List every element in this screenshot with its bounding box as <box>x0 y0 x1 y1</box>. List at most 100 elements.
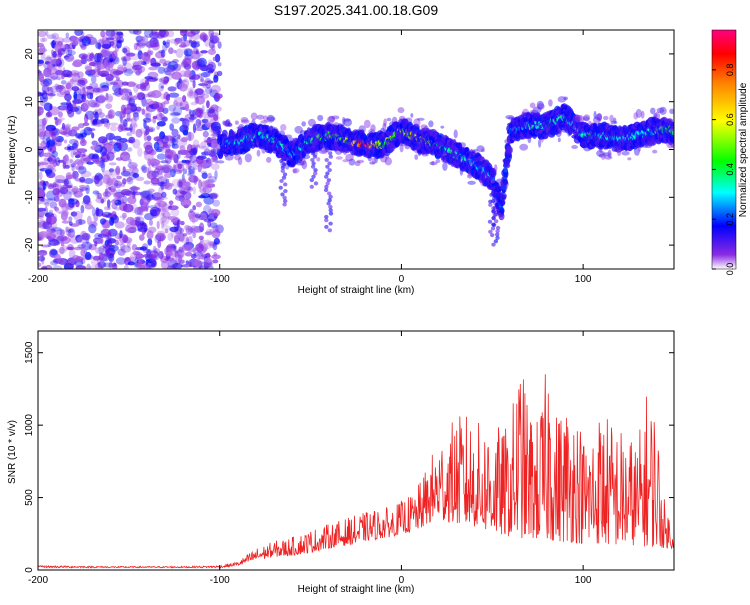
noise-blob <box>58 185 68 194</box>
noise-blob <box>185 50 188 56</box>
ridge-halo <box>641 111 645 119</box>
ridge-halo <box>608 150 612 159</box>
noise-blob <box>135 177 144 181</box>
noise-blob <box>72 61 82 67</box>
spectrogram-ytick-label: 20 <box>24 48 35 60</box>
noise-blob <box>199 156 203 162</box>
noise-blob <box>183 168 188 174</box>
ridge-halo <box>398 107 405 113</box>
noise-blob <box>212 259 218 263</box>
noise-blob <box>161 192 166 198</box>
noise-blob <box>109 162 117 165</box>
ridge-halo <box>280 124 286 131</box>
noise-blob <box>55 210 63 213</box>
noise-blob <box>80 139 87 146</box>
ridge-streak <box>496 196 500 200</box>
colorbar-tick-label: 0.4 <box>725 163 735 176</box>
ridge-halo <box>563 97 568 101</box>
ridge-halo <box>417 118 425 121</box>
noise-blob <box>169 258 177 264</box>
noise-blob <box>82 200 92 206</box>
ridge-streak <box>491 216 495 220</box>
ridge-streak <box>493 206 497 210</box>
noise-blob <box>104 122 108 128</box>
ridge-halo <box>238 157 242 165</box>
spectrogram-xlabel: Height of straight line (km) <box>298 285 415 296</box>
noise-blob <box>64 178 69 186</box>
noise-blob <box>165 155 172 165</box>
ridge-streak <box>325 148 329 152</box>
noise-blob <box>195 97 199 104</box>
noise-blob <box>134 43 138 50</box>
noise-blob <box>132 251 140 255</box>
ridge-halo <box>349 159 356 166</box>
ridge-streak <box>496 192 500 196</box>
noise-blob <box>161 221 164 228</box>
noise-blob <box>208 49 216 55</box>
noise-blob <box>149 32 159 39</box>
noise-blob <box>157 153 167 159</box>
noise-blob <box>80 85 84 93</box>
colorbar-label: Normalized spectral amplitude <box>738 82 749 217</box>
noise-blob <box>123 169 133 177</box>
noise-blob <box>196 202 202 208</box>
ridge-streak <box>324 175 328 179</box>
noise-blob <box>137 223 143 231</box>
noise-blob <box>162 164 171 172</box>
noise-blob <box>182 58 191 68</box>
noise-blob <box>41 198 45 202</box>
noise-blob <box>190 42 200 48</box>
ridge-streak <box>488 176 492 180</box>
ridge-halo <box>428 120 433 127</box>
noise-blob <box>193 48 199 55</box>
noise-blob <box>157 231 165 236</box>
noise-blob <box>179 83 188 91</box>
noise-blob <box>206 68 215 73</box>
noise-blob <box>79 177 85 183</box>
ridge-streak <box>326 202 330 206</box>
noise-blob <box>86 264 91 273</box>
noise-blob <box>67 232 71 237</box>
noise-blob <box>119 230 122 238</box>
ridge-streak <box>488 183 492 187</box>
noise-blob <box>39 73 44 82</box>
ridge-halo <box>257 150 261 157</box>
noise-blob <box>211 85 221 94</box>
noise-blob <box>180 80 183 83</box>
noise-blob <box>160 93 165 100</box>
noise-blob <box>195 259 202 267</box>
noise-blob <box>126 132 132 136</box>
noise-blob <box>71 126 79 130</box>
spectrogram-ylabel: Frequency (Hz) <box>7 116 18 185</box>
noise-blob <box>110 200 118 203</box>
noise-blob <box>83 157 92 162</box>
noise-blob <box>135 216 144 223</box>
noise-blob <box>189 36 193 43</box>
noise-blob <box>188 146 191 152</box>
noise-blob <box>109 169 120 177</box>
noise-blob <box>57 119 63 123</box>
ridge-streak <box>329 155 333 159</box>
ridge-streak <box>310 178 314 182</box>
noise-blob <box>163 41 166 46</box>
ridge-streak <box>328 195 332 199</box>
ridge-halo <box>613 118 616 124</box>
ridge-streak <box>495 229 499 233</box>
noise-blob <box>98 261 107 268</box>
ridge-streak <box>494 219 498 223</box>
ridge-halo <box>410 113 413 118</box>
noise-blob <box>144 76 153 79</box>
noise-blob <box>137 147 142 157</box>
noise-blob <box>215 54 220 63</box>
ridge-halo <box>301 160 307 169</box>
noise-blob <box>54 117 57 120</box>
noise-blob <box>77 71 84 78</box>
noise-blob <box>74 91 78 101</box>
noise-blob <box>166 39 170 44</box>
noise-blob <box>47 148 52 151</box>
ridge-halo <box>251 113 258 121</box>
noise-blob <box>60 105 64 110</box>
ridge-band <box>500 207 505 214</box>
noise-blob <box>203 131 209 138</box>
